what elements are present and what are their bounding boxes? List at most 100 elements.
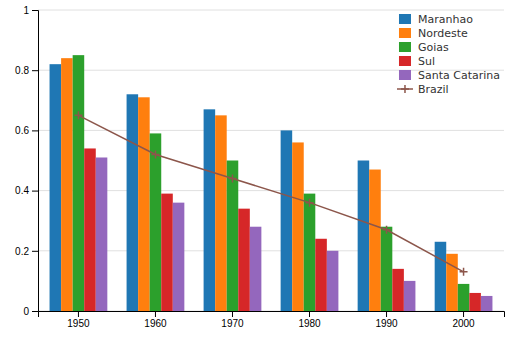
- marker: [306, 199, 314, 207]
- tick-label: 0: [23, 306, 29, 317]
- legend-label: Brazil: [418, 83, 449, 96]
- legend-label: Santa Catarina: [418, 69, 500, 82]
- grid: [38, 10, 504, 311]
- chart: 1950 1960 1970 1980 1990 2000 0 0.2 0.4 0.6 0.8 1 Ma…: [0, 0, 516, 337]
- bar-series: [61, 58, 458, 311]
- bar: [404, 281, 416, 311]
- legend-swatch: [399, 70, 411, 80]
- tick-mark: [78, 311, 79, 317]
- legend-marker: [401, 85, 409, 93]
- y-axis: 0 0.2 0.4 0.6 0.8 1: [15, 5, 38, 317]
- legend-label: Maranhao: [418, 13, 473, 26]
- legend-swatch: [399, 14, 411, 24]
- marker: [460, 268, 468, 276]
- marker: [228, 175, 236, 183]
- legend-item: Maranhao: [399, 13, 473, 26]
- tick-label: 2000: [452, 318, 475, 329]
- axis-line: [32, 11, 39, 312]
- tick-mark: [32, 191, 38, 192]
- bar: [435, 242, 447, 311]
- tick: 2000: [452, 311, 475, 329]
- marker: [151, 150, 159, 158]
- bar: [61, 58, 73, 311]
- line: [78, 115, 463, 272]
- legend-label: Goias: [418, 41, 449, 54]
- x-axis: 1950 1960 1970 1980 1990 2000: [39, 311, 505, 329]
- tick-label: 0.2: [15, 246, 29, 257]
- bar: [469, 293, 481, 311]
- grid-line: [38, 250, 504, 251]
- bar-series: [84, 148, 481, 311]
- tick-label: 0.4: [15, 185, 29, 196]
- bar: [173, 203, 185, 311]
- bar: [84, 148, 96, 311]
- tick-mark: [309, 311, 310, 317]
- bar: [73, 55, 85, 311]
- tick: 1970: [221, 311, 244, 329]
- legend-swatch: [399, 28, 411, 38]
- tick-mark: [32, 251, 38, 252]
- legend-item: Goias: [399, 41, 449, 54]
- tick-label: 1: [23, 5, 29, 16]
- bar: [481, 296, 493, 311]
- bar: [292, 142, 304, 311]
- axis-line: [39, 312, 505, 318]
- tick-mark: [463, 311, 464, 317]
- legend-label: Sul: [418, 55, 435, 68]
- tick: 0.4: [15, 185, 38, 196]
- marker: [74, 111, 82, 119]
- bar: [215, 115, 227, 311]
- bar: [304, 194, 316, 311]
- legend-swatch: [399, 42, 411, 52]
- tick-mark: [32, 70, 38, 71]
- bar-series: [96, 157, 493, 311]
- tick-label: 1950: [67, 318, 90, 329]
- legend-swatch: [399, 56, 411, 66]
- tick: 1960: [144, 311, 167, 329]
- tick-label: 0.6: [15, 125, 29, 136]
- tick-mark: [386, 311, 387, 317]
- tick: 1950: [67, 311, 90, 329]
- tick-mark: [155, 311, 156, 317]
- grid-line: [38, 10, 504, 11]
- legend-item: Santa Catarina: [399, 69, 500, 82]
- bar: [369, 170, 381, 311]
- tick-label: 1980: [298, 318, 321, 329]
- tick-label: 0.8: [15, 65, 29, 76]
- tick-mark: [32, 10, 38, 11]
- tick-label: 1990: [375, 318, 398, 329]
- bar-series: [50, 64, 447, 311]
- bar: [227, 161, 239, 312]
- bar: [50, 64, 62, 311]
- bar: [238, 209, 250, 311]
- bar: [250, 227, 262, 311]
- bar: [315, 239, 327, 311]
- bar: [381, 227, 393, 311]
- plot: 1950 1960 1970 1980 1990 2000 0 0.2 0.4 0.6 0.8 1 Ma…: [15, 5, 504, 329]
- marker: [383, 226, 391, 234]
- tick-mark: [32, 130, 38, 131]
- bar: [138, 97, 150, 311]
- bar: [458, 284, 470, 311]
- tick: 0.2: [15, 246, 38, 257]
- bar: [150, 133, 162, 311]
- bar: [127, 94, 139, 311]
- bar: [446, 254, 458, 311]
- tick: 0: [23, 306, 38, 317]
- bar-series: [73, 55, 470, 311]
- bar: [327, 251, 339, 311]
- legend: MaranhaoNordesteGoiasSulSanta CatarinaBr…: [397, 13, 500, 96]
- bar: [161, 194, 173, 311]
- tick: 0.8: [15, 65, 38, 76]
- bar: [281, 130, 293, 311]
- tick-mark: [32, 311, 38, 312]
- markers: [74, 111, 467, 276]
- legend-item: Nordeste: [399, 27, 468, 40]
- tick: 0.6: [15, 125, 38, 136]
- bar: [358, 161, 370, 312]
- tick: 1980: [298, 311, 321, 329]
- bar: [96, 157, 108, 311]
- bar: [204, 109, 216, 311]
- legend-item: Sul: [399, 55, 435, 68]
- tick-mark: [232, 311, 233, 317]
